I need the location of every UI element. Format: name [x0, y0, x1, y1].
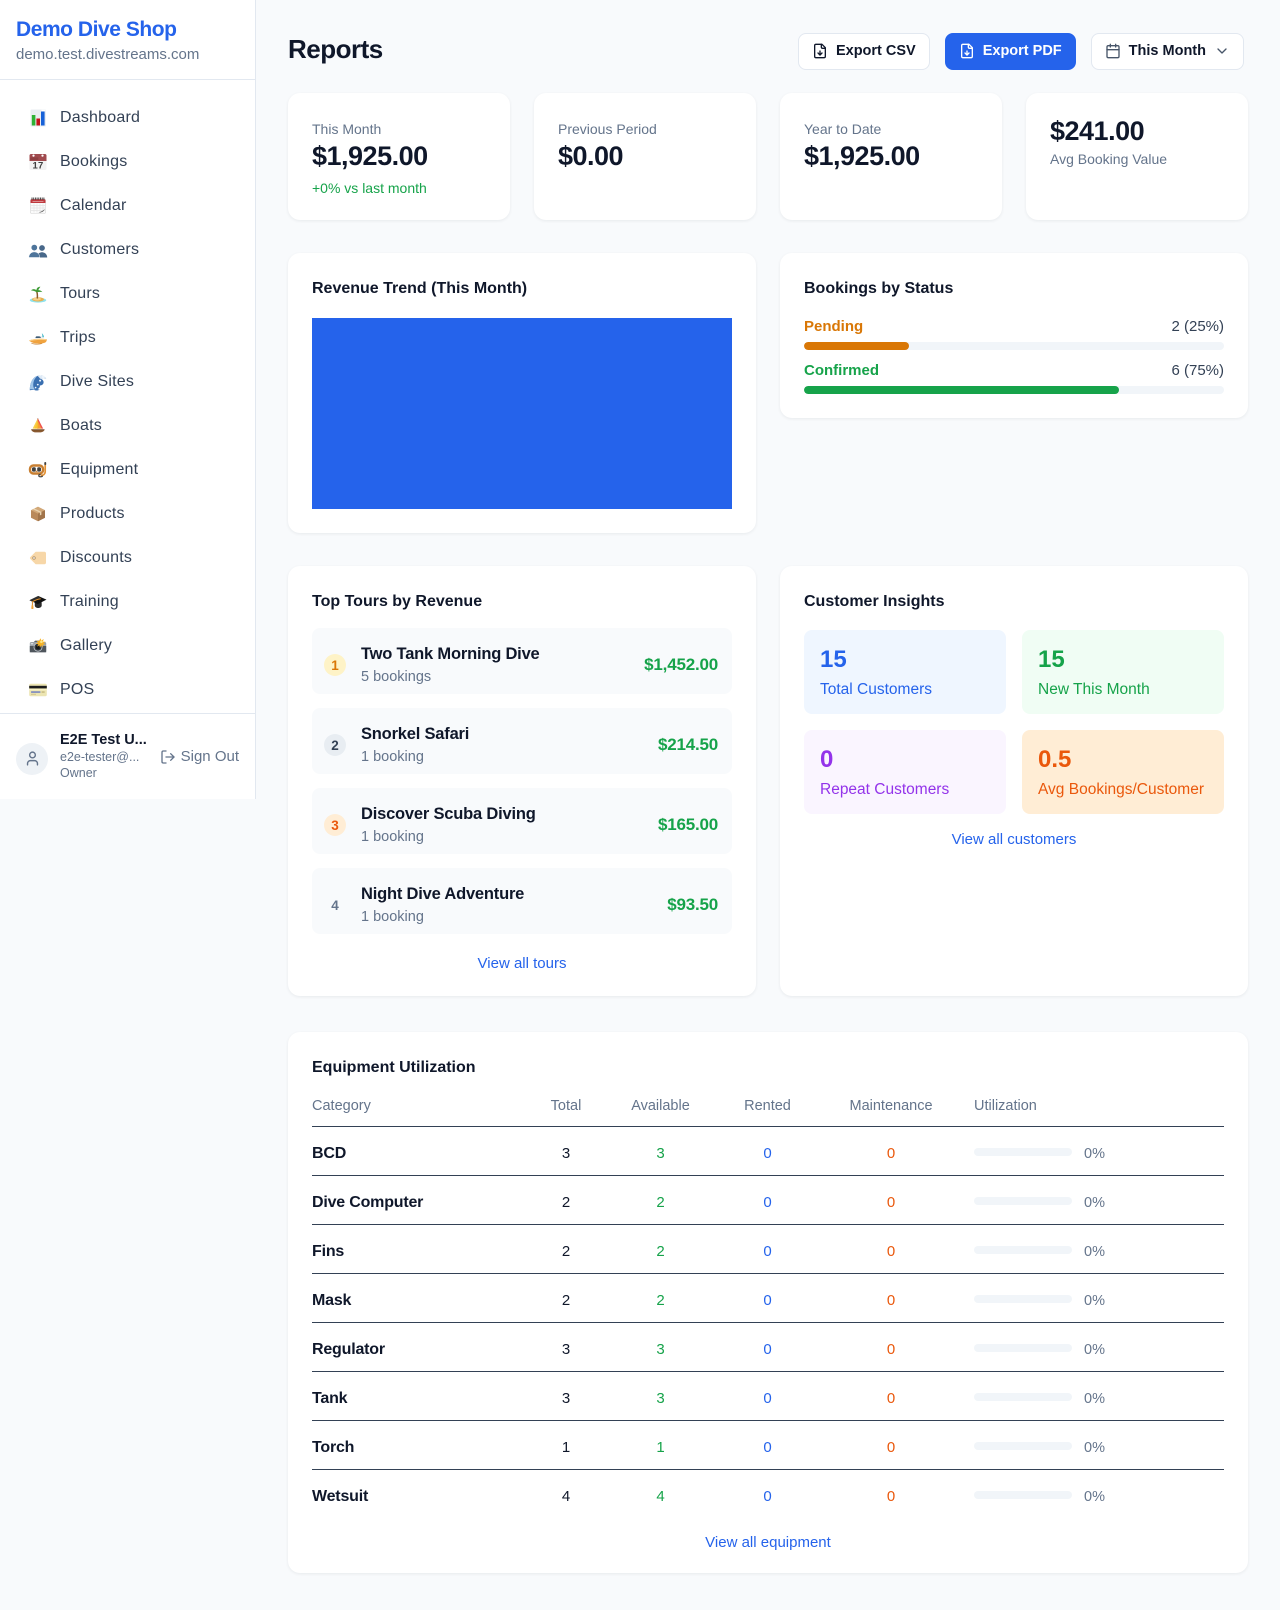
- svg-text:17: 17: [33, 161, 44, 172]
